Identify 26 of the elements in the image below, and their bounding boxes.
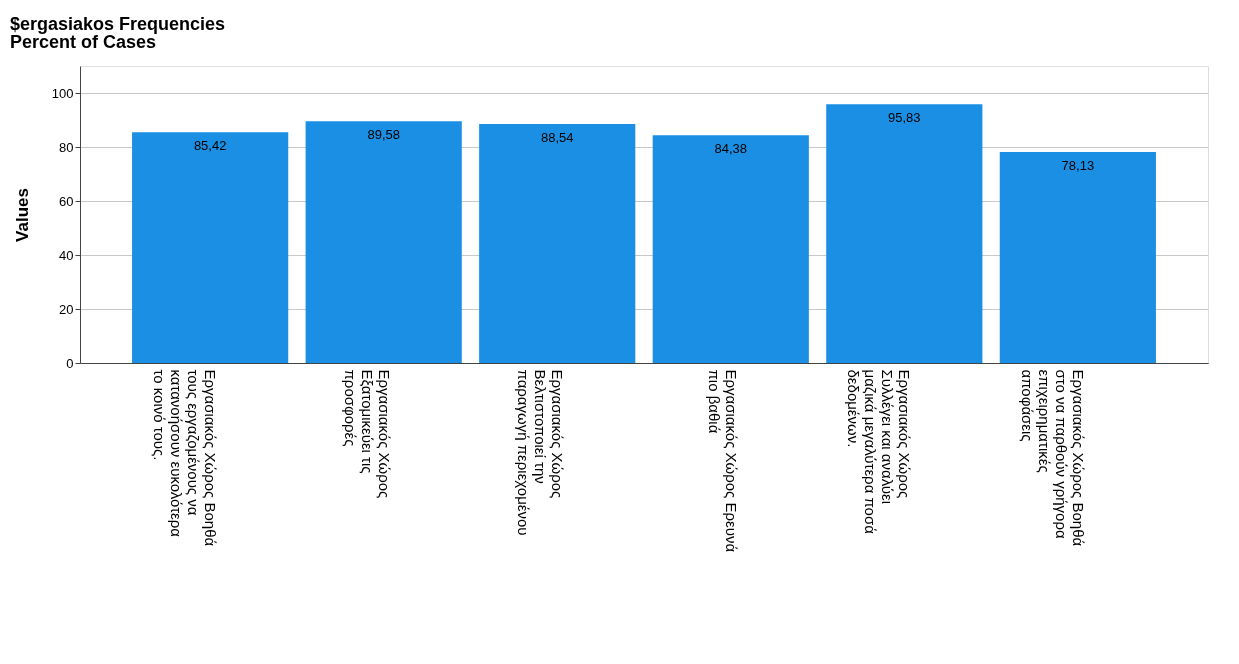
data-label: 85,42 [193, 138, 227, 154]
x-tick-label: Εργασιακός Χώρος Ερευνά πιο βαθιά [705, 369, 740, 553]
y-axis-title: Values [12, 188, 32, 242]
y-tick-label: 20 [59, 301, 74, 317]
bar [652, 135, 809, 363]
data-label: 84,38 [714, 141, 748, 157]
data-label: 78,13 [1061, 158, 1095, 174]
x-tick-label: Εργασιακός Χώρος Βελτιστοποιεί την παραγωγή περιεχομένου [515, 369, 567, 536]
y-tick-label: 0 [66, 355, 74, 371]
chart-title: $ergasiakos Frequencies [10, 14, 226, 34]
bar [999, 152, 1156, 363]
data-label: 89,58 [367, 127, 400, 143]
bar [132, 132, 289, 363]
x-tick-label: Εργασιακός Χώρος Βοηθά στο να παρθούν γρήγορα επιχειρηματικές αποφάσεις [1018, 369, 1087, 547]
data-label: 88,54 [540, 129, 574, 145]
bar [826, 104, 983, 363]
x-tick-label: Εργασιακός Χώρος Βοηθά τους εργαζομένους να κατανοήσουν ευκολότερα το κοινό τους. [151, 369, 220, 547]
y-tick-label: 80 [59, 139, 74, 155]
data-label: 95,83 [888, 110, 921, 126]
y-tick-label: 40 [59, 247, 74, 263]
y-tick-label: 60 [59, 193, 74, 209]
bar [305, 121, 462, 363]
bar [479, 123, 636, 363]
x-tick-label: Εργασιακός Χώρος Συλλέγει και αναλύει μαζικά μεγαλύτερα ποσά δεδομένων. [845, 369, 914, 535]
y-tick-label: 100 [51, 85, 74, 101]
x-tick-label: Εργασιακός Χώρος Εξατομικεύει τις προσφορές [341, 369, 393, 499]
